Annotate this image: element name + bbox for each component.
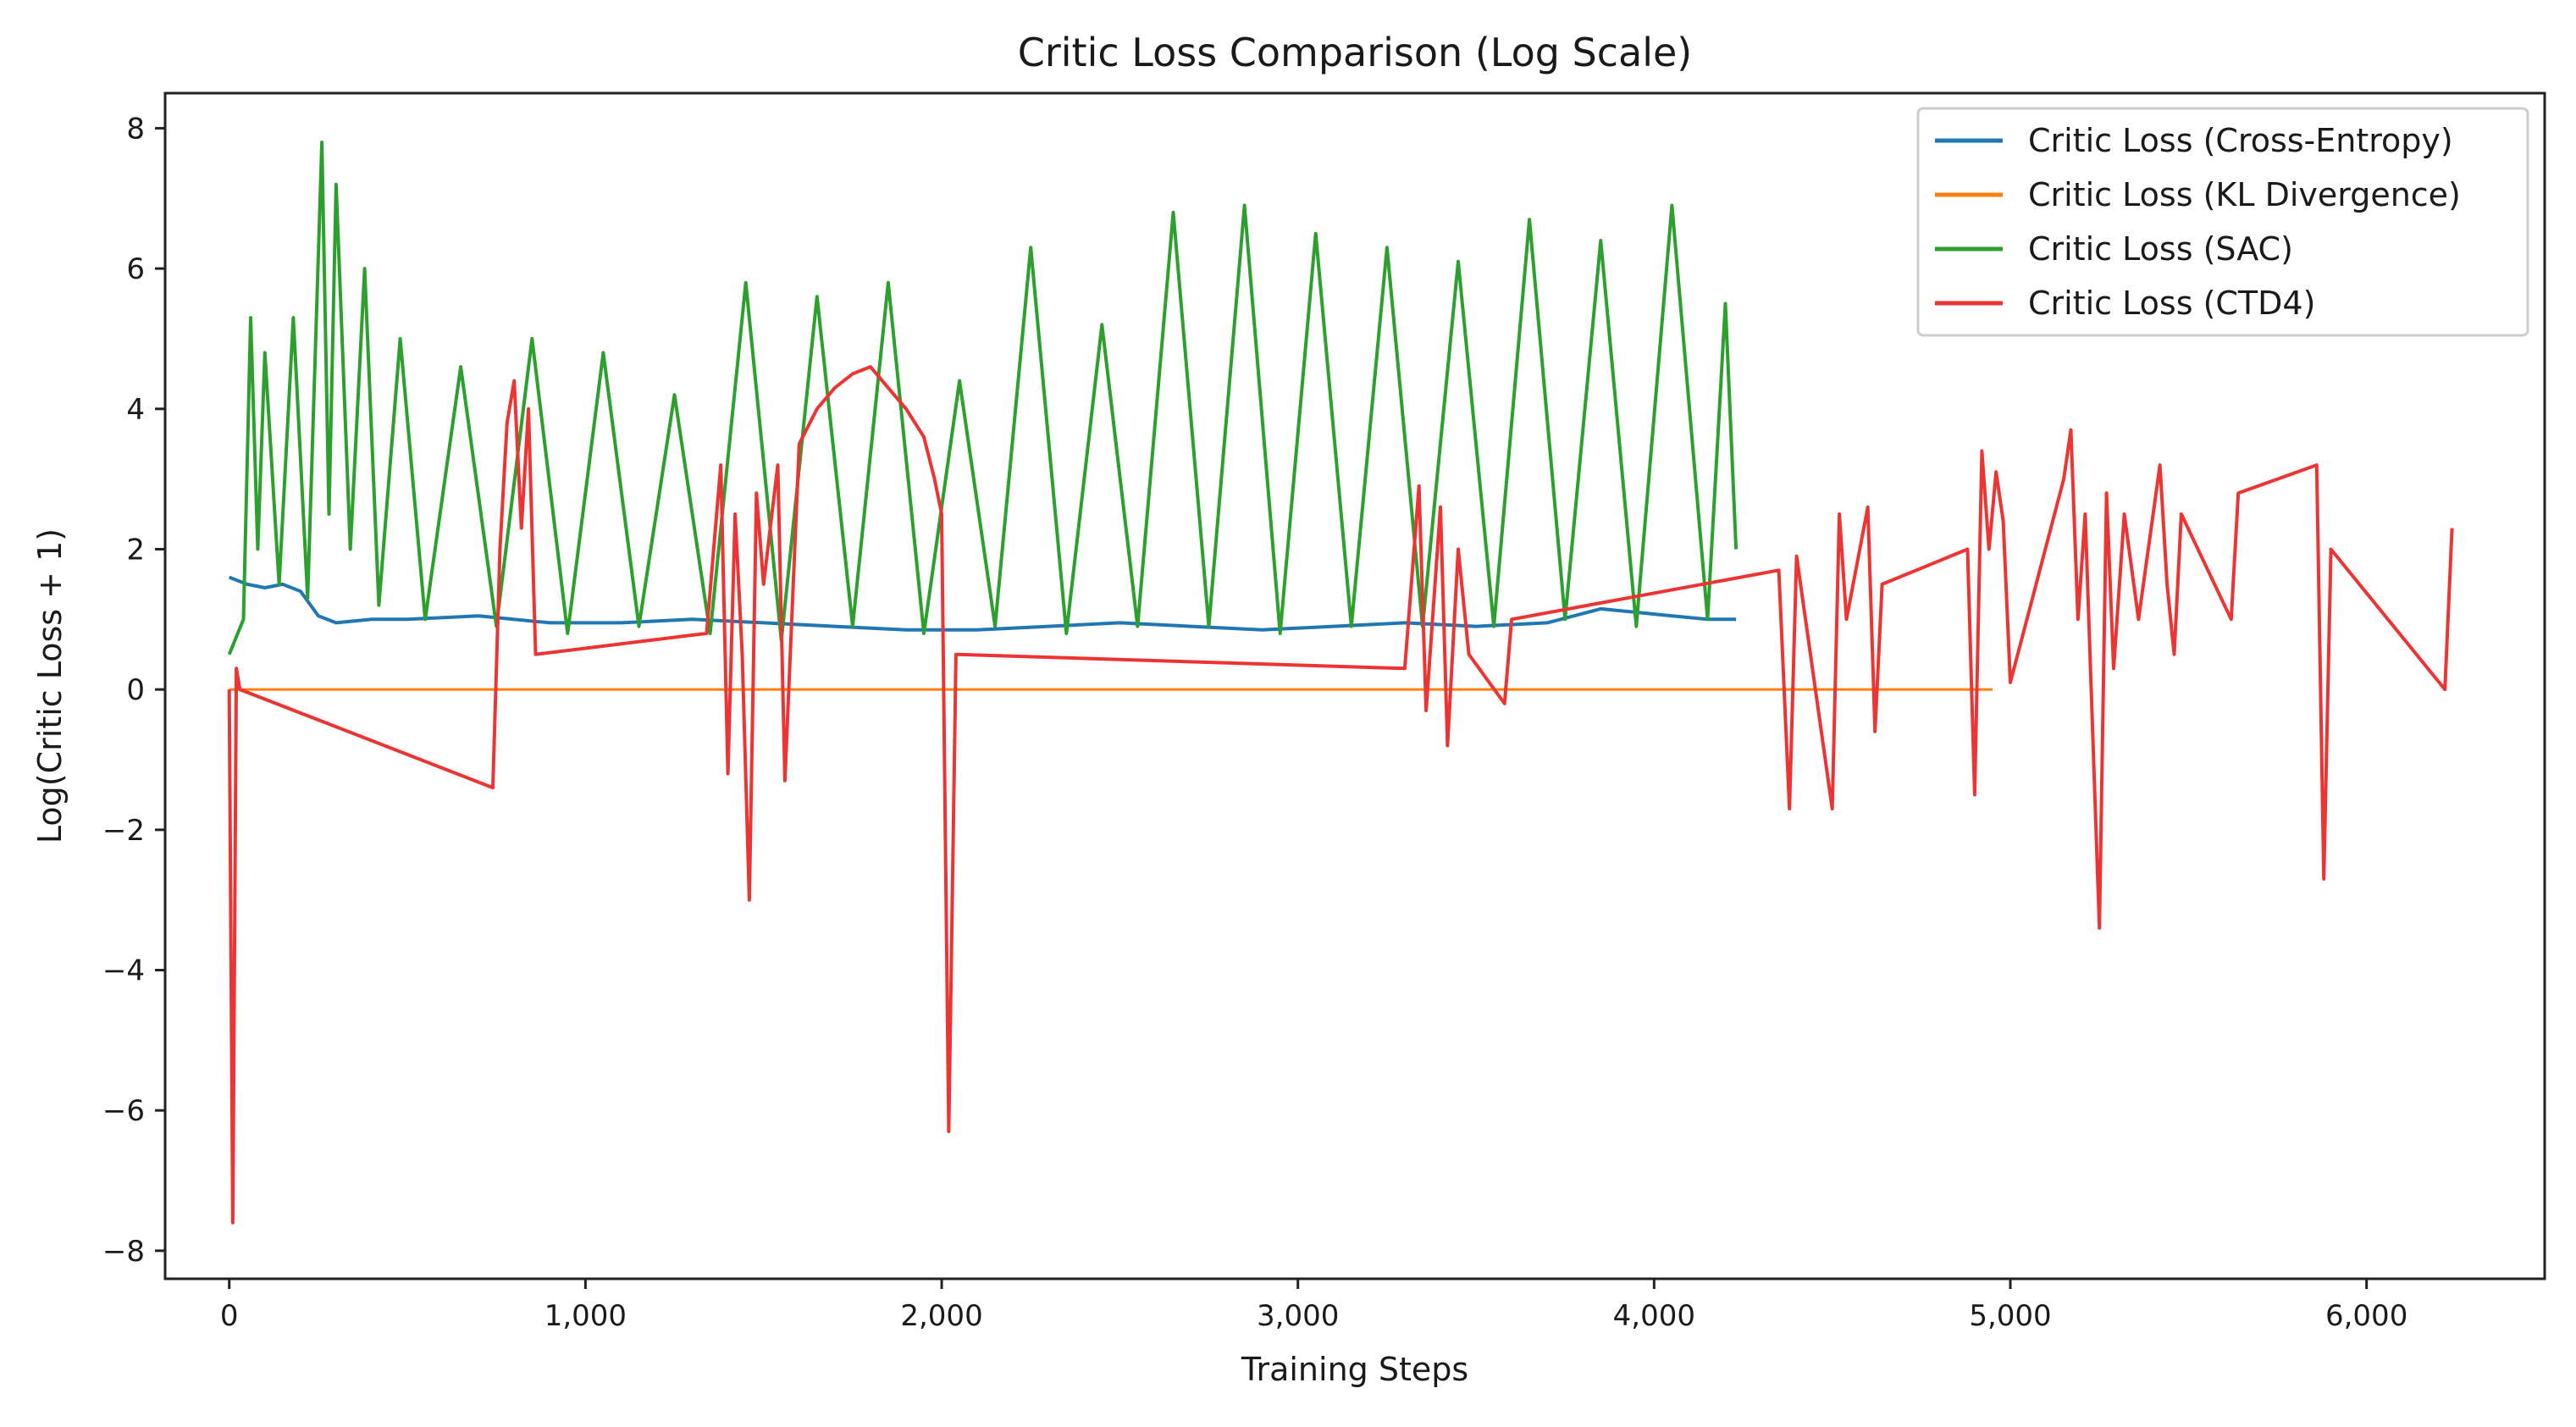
legend: Critic Loss (Cross-Entropy) Critic Loss (… <box>1916 107 2529 337</box>
chart-title: Critic Loss Comparison (Log Scale) <box>1018 30 1693 75</box>
y-axis-label: Log(Critic Loss + 1) <box>31 528 69 843</box>
x-tick-label: 4,000 <box>1613 1299 1695 1333</box>
x-axis-label: Training Steps <box>1241 1351 1468 1388</box>
y-tick-label: 0 <box>126 673 145 707</box>
legend-label-4: Critic Loss (CTD4) <box>2028 285 2315 322</box>
y-tick-label: −8 <box>102 1235 145 1269</box>
series-line-3 <box>227 141 1739 655</box>
y-tick-label: −4 <box>102 954 145 988</box>
x-tick-label: 5,000 <box>1969 1299 2051 1333</box>
x-tick-label: 3,000 <box>1257 1299 1339 1333</box>
y-tick-label: 4 <box>126 393 145 427</box>
legend-label-1: Critic Loss (Cross-Entropy) <box>2028 122 2453 159</box>
series-line-4 <box>227 365 2454 1225</box>
plot-series <box>227 141 2454 1225</box>
x-tick-label: 1,000 <box>544 1299 627 1333</box>
x-tick-label: 0 <box>220 1299 239 1333</box>
y-tick-label: −2 <box>102 814 145 848</box>
x-tick-label: 6,000 <box>2325 1299 2407 1333</box>
y-tick-label: 6 <box>126 252 145 286</box>
y-tick-label: 2 <box>126 533 145 567</box>
y-tick-label: −6 <box>102 1094 145 1128</box>
y-axis: −8 −6 −4 −2 0 2 4 6 8 <box>102 112 165 1269</box>
x-tick-label: 2,000 <box>900 1299 982 1333</box>
plot-frame <box>163 91 2546 1280</box>
y-tick-label: 8 <box>126 112 145 146</box>
legend-box <box>1916 107 2529 337</box>
legend-label-2: Critic Loss (KL Divergence) <box>2028 176 2461 213</box>
legend-label-3: Critic Loss (SAC) <box>2028 230 2293 268</box>
x-axis: 0 1,000 2,000 3,000 4,000 5,000 6,000 <box>220 1279 2407 1333</box>
series-line-1 <box>228 575 1737 632</box>
